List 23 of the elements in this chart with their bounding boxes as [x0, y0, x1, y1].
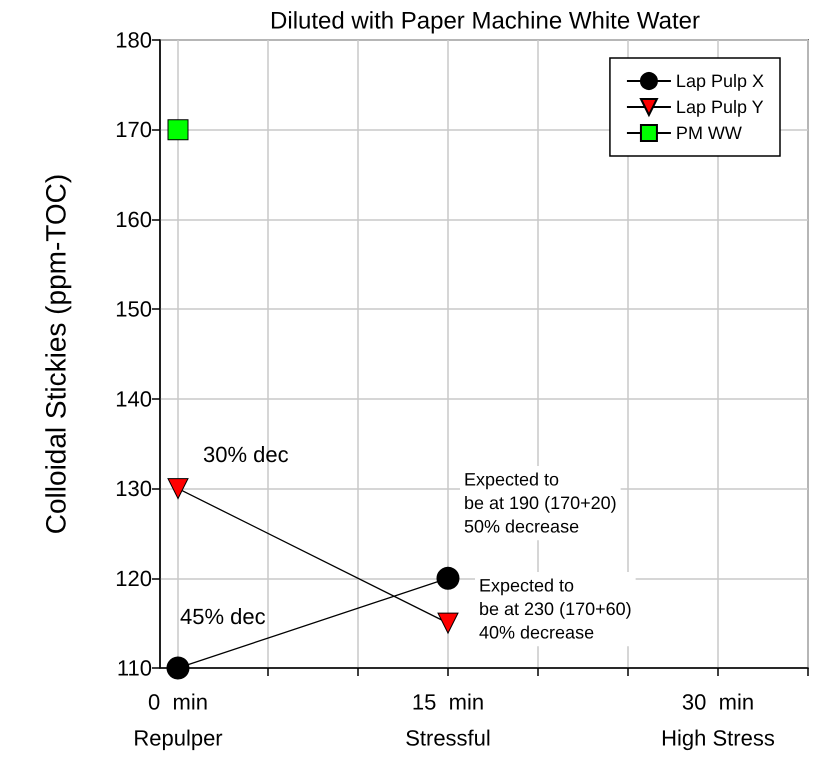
point: [168, 119, 188, 140]
y-tick-label: 110: [116, 656, 152, 680]
point: [436, 566, 460, 590]
y-tick-label: 140: [115, 386, 152, 412]
point: [166, 656, 190, 680]
y-tick-label: 160: [115, 206, 152, 232]
y-tick-label: 130: [115, 476, 152, 502]
chart-title: Diluted with Paper Machine White Water: [270, 8, 700, 34]
legend-label: PM WW: [676, 123, 742, 143]
annotation: Expected to be at 230 (170+60) 40% decrease: [479, 576, 632, 642]
y-tick-label: 120: [115, 566, 152, 591]
x-tick-label: 0 min Repulper: [133, 690, 223, 750]
y-tick-label: 170: [115, 117, 152, 142]
annotation: 30% dec: [203, 442, 289, 467]
legend-label: Lap Pulp X: [676, 71, 764, 91]
y-tick-label: 180: [115, 28, 152, 52]
annotation: Expected to be at 190 (170+20) 50% decrease: [464, 470, 617, 536]
x-tick-label: 15 min Stressful: [405, 690, 491, 750]
legend-label: Lap Pulp Y: [676, 97, 764, 117]
y-axis-title: Colloidal Stickies (ppm-TOC): [40, 174, 72, 534]
y-tick-label: 150: [115, 296, 152, 322]
annotation: 45% dec: [180, 604, 266, 629]
x-tick-label: 30 min High Stress: [661, 690, 775, 750]
